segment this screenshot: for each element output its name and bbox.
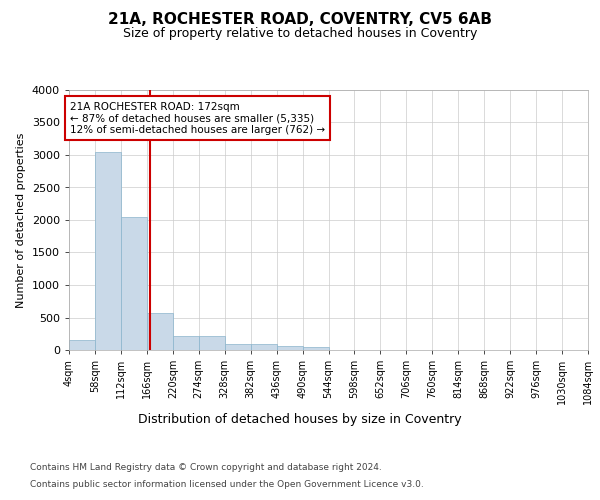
Bar (95, 152, 121, 350)
Text: 21A ROCHESTER ROAD: 172sqm
← 87% of detached houses are smaller (5,335)
12% of s: 21A ROCHESTER ROAD: 172sqm ← 87% of deta… (70, 102, 325, 135)
Bar (225, 344, 251, 350)
Text: Size of property relative to detached houses in Coventry: Size of property relative to detached ho… (123, 28, 477, 40)
Bar (173, 336, 199, 350)
Bar (147, 313, 173, 350)
Bar (199, 336, 224, 350)
Text: 21A, ROCHESTER ROAD, COVENTRY, CV5 6AB: 21A, ROCHESTER ROAD, COVENTRY, CV5 6AB (108, 12, 492, 28)
Bar (277, 346, 302, 350)
Bar (251, 344, 277, 350)
Text: Distribution of detached houses by size in Coventry: Distribution of detached houses by size … (138, 412, 462, 426)
Bar (302, 347, 329, 350)
Bar (69, 340, 95, 350)
Bar (121, 217, 147, 350)
Text: Contains HM Land Registry data © Crown copyright and database right 2024.: Contains HM Land Registry data © Crown c… (30, 462, 382, 471)
Y-axis label: Number of detached properties: Number of detached properties (16, 132, 26, 308)
Text: Contains public sector information licensed under the Open Government Licence v3: Contains public sector information licen… (30, 480, 424, 489)
